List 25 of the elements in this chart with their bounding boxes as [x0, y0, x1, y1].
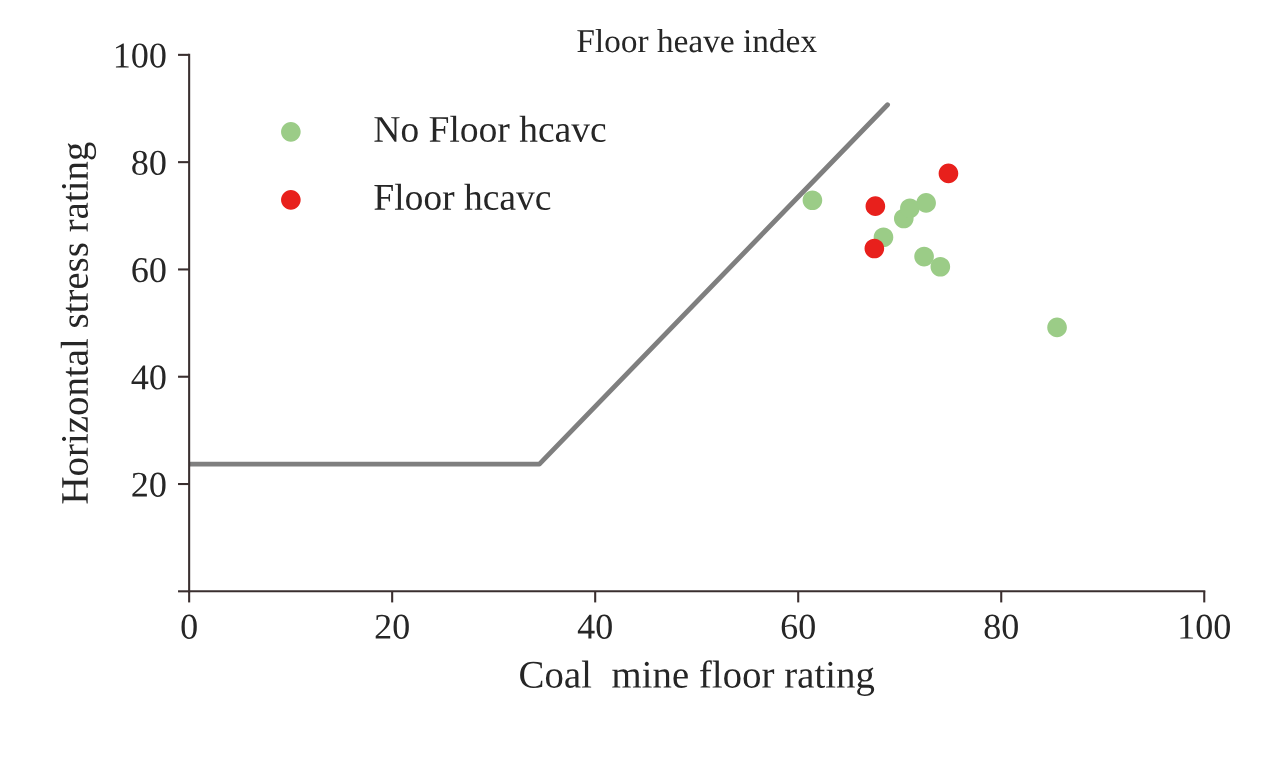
- point: [938, 163, 959, 184]
- x-tick-label: 100: [1180, 614, 1230, 639]
- point: [930, 256, 951, 277]
- y-tick-label: 40: [131, 365, 166, 390]
- x-tick-label: 0: [181, 614, 197, 639]
- x-tick-label: 40: [577, 614, 612, 639]
- legend-label: Floor hcavc: [374, 183, 551, 211]
- point: [916, 193, 936, 213]
- point: [1047, 317, 1067, 338]
- y-tick-label: 20: [132, 472, 166, 497]
- x-tick-label: 60: [781, 614, 815, 639]
- x-tick-label: 20: [375, 614, 409, 639]
- x-axis-title: Coal mine floor rating: [520, 660, 875, 696]
- x-tick-label: 80: [984, 614, 1018, 639]
- point: [802, 190, 823, 211]
- legend-label: No Floor hcavc: [374, 115, 606, 143]
- y-tick-label: 60: [132, 257, 166, 283]
- point: [864, 238, 885, 259]
- chart-title: Floor heave index: [577, 28, 817, 53]
- y-tick-label: 80: [132, 150, 166, 176]
- point: [900, 198, 920, 219]
- point: [914, 246, 934, 267]
- y-tick-label: 100: [115, 43, 166, 68]
- point: [865, 196, 886, 216]
- y-axis-title: Horizontal stress rating: [60, 142, 97, 504]
